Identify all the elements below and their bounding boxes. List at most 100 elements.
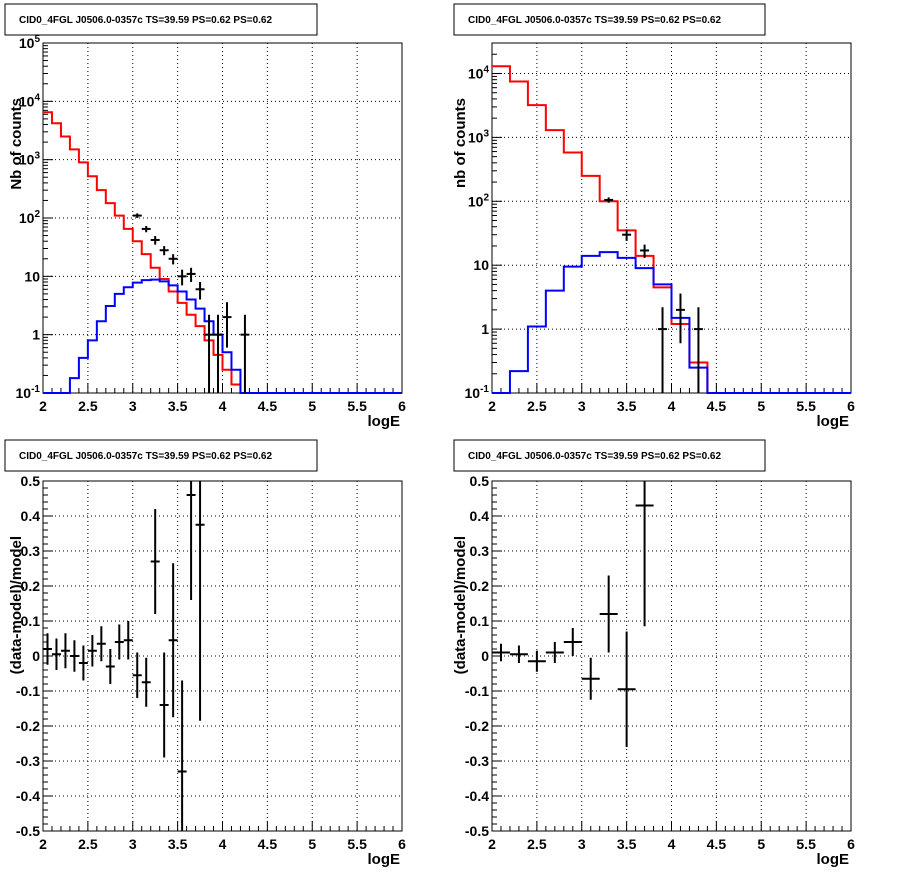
x-tick-label: 3.5 (168, 398, 188, 414)
y-tick-label: -0.3 (16, 753, 40, 769)
x-tick-label: 4 (219, 836, 227, 852)
y-tick-label: 10-1 (16, 384, 41, 401)
y-tick-label: 0.5 (21, 473, 41, 489)
y-tick-label: 10 (473, 257, 489, 273)
x-tick-label: 5.5 (796, 398, 816, 414)
y-tick-label: -0.2 (465, 718, 489, 734)
x-tick-label: 6 (847, 398, 855, 414)
y-tick-label: 0.3 (470, 543, 490, 559)
y-tick-label: 0.1 (21, 613, 41, 629)
data-point (222, 302, 232, 348)
x-axis: 2 2.5 3 3.5 4 4.5 5 5.5 6 (39, 383, 406, 414)
x-tick-label: 3.5 (617, 398, 637, 414)
chart-panel-2: CID0_4FGL J0506.0-0357c TS=39.59 PS=0.62… (452, 3, 855, 430)
y-tick-label: -0.3 (465, 753, 489, 769)
data-point (563, 628, 582, 656)
x-axis: 2 2.5 3 3.5 4 4.5 5 5.5 6 (488, 383, 855, 414)
x-tick-label: 5 (308, 836, 316, 852)
x-axis-label: logE (817, 413, 850, 430)
x-tick-label: 5.5 (796, 836, 816, 852)
data-point (658, 307, 668, 393)
data-series (492, 65, 851, 394)
y-tick-label: 103 (468, 128, 490, 145)
data-point (195, 481, 205, 721)
x-tick-label: 3.5 (168, 836, 188, 852)
x-tick-label: 2 (488, 836, 496, 852)
y-axis: 10-1 1 10 102 103 104 (465, 42, 502, 401)
step-series-line (43, 278, 402, 394)
data-point (141, 657, 151, 707)
y-tick-label: 102 (468, 192, 490, 209)
data-point (635, 481, 654, 627)
data-point (159, 246, 169, 256)
y-tick-label: 0 (32, 648, 40, 664)
chart-panel-3: CID0_4FGL J0506.0-0357c TS=39.59 PS=0.62… (4, 439, 406, 868)
data-point (105, 649, 115, 684)
chart-title: CID0_4FGL J0506.0-0357c TS=39.59 PS=0.62… (468, 15, 721, 26)
data-series (43, 111, 402, 394)
data-point (150, 236, 160, 245)
y-tick-label: -0.2 (16, 718, 40, 734)
x-tick-label: 2.5 (78, 836, 98, 852)
x-tick-label: 4.5 (707, 398, 727, 414)
step-series-line (492, 251, 851, 394)
chart-title: CID0_4FGL J0506.0-0357c TS=39.59 PS=0.62… (468, 451, 721, 462)
y-tick-label: 0.2 (470, 578, 490, 594)
x-tick-label: 3 (578, 836, 586, 852)
y-axis-label: Nb of counts (8, 98, 25, 190)
y-tick-label: 0.5 (470, 473, 490, 489)
data-point (69, 640, 79, 672)
data-point (581, 657, 600, 700)
title-box (453, 439, 766, 472)
chart-panel-4: CID0_4FGL J0506.0-0357c TS=39.59 PS=0.62… (452, 439, 855, 868)
x-tick-label: 5.5 (347, 836, 367, 852)
title-box (4, 3, 318, 36)
data-point (132, 213, 142, 218)
x-tick-label: 4.5 (258, 836, 278, 852)
x-tick-label: 2.5 (78, 398, 98, 414)
x-tick-label: 4 (668, 398, 676, 414)
x-tick-label: 5 (757, 398, 765, 414)
x-tick-label: 5 (757, 836, 765, 852)
data-point (640, 244, 650, 258)
data-point (195, 281, 205, 300)
data-point (675, 293, 685, 344)
data-point (78, 645, 88, 681)
data-point (527, 650, 546, 672)
data-point (168, 563, 178, 718)
data-point (693, 307, 703, 393)
data-point (114, 624, 124, 660)
x-tick-label: 2 (39, 836, 47, 852)
data-point (132, 652, 142, 698)
x-tick-label: 6 (847, 836, 855, 852)
x-tick-label: 3.5 (617, 836, 637, 852)
data-point (204, 314, 214, 393)
x-tick-label: 6 (398, 398, 406, 414)
x-tick-label: 6 (398, 836, 406, 852)
data-point (123, 621, 133, 660)
x-axis: 2 2.5 3 3.5 4 4.5 5 5.5 6 (488, 821, 855, 852)
x-tick-label: 3 (129, 836, 137, 852)
data-point (617, 631, 636, 747)
chart-title: CID0_4FGL J0506.0-0357c TS=39.59 PS=0.62… (19, 15, 272, 26)
data-point (159, 652, 169, 758)
data-point (177, 680, 187, 831)
y-tick-label: -0.1 (16, 683, 40, 699)
y-axis-label: nb of counts (452, 98, 469, 188)
x-axis-label: logE (368, 851, 401, 868)
data-point (141, 225, 151, 233)
y-axis-label: (data-model)/model (452, 536, 469, 674)
y-tick-label: 104 (468, 64, 490, 81)
x-tick-label: 3 (578, 398, 586, 414)
data-point (186, 267, 196, 282)
x-tick-label: 4.5 (707, 836, 727, 852)
data-point (213, 314, 223, 393)
data-point (87, 635, 97, 667)
title-box (453, 3, 766, 36)
data-point (51, 638, 61, 670)
data-series (43, 481, 205, 831)
y-axis: -0.5 -0.4 -0.3 -0.2 -0.1 0 0.1 0.2 0.3 0.4 0.5 (16, 473, 53, 839)
y-tick-label: 10-1 (465, 384, 490, 401)
y-tick-label: 105 (19, 34, 41, 51)
